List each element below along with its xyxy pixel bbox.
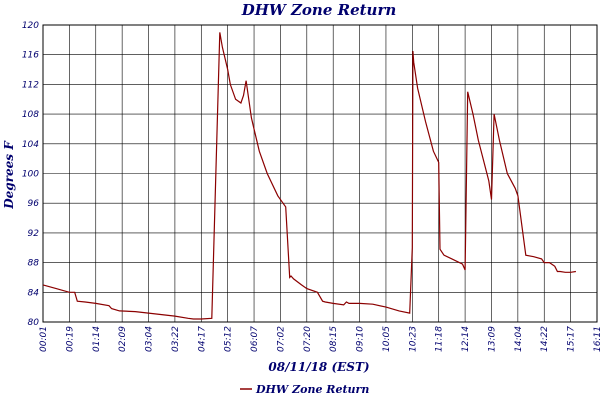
x-tick-label: 10:05 — [382, 326, 392, 352]
y-axis-ticks: 80 84 88 92 96 100 104 108 112 116 120 — [22, 21, 39, 328]
x-tick-label: 11:18 — [435, 326, 445, 352]
x-tick-label: 08:15 — [329, 326, 339, 352]
x-tick-label: 09:10 — [356, 326, 366, 352]
x-tick-label: 14:22 — [540, 326, 550, 352]
x-tick-label: 07:20 — [303, 326, 313, 352]
x-axis-label: 08/11/18 (EST) — [268, 360, 369, 374]
x-tick-label: 12:14 — [461, 326, 471, 352]
y-tick-label: 84 — [28, 288, 40, 298]
x-tick-label: 03:22 — [171, 326, 181, 352]
x-tick-label: 00:19 — [65, 326, 75, 352]
y-tick-label: 112 — [22, 80, 39, 90]
x-tick-label: 03:04 — [145, 326, 155, 352]
chart-title: DHW Zone Return — [241, 1, 397, 19]
x-tick-label: 06:07 — [250, 326, 260, 352]
y-axis-label: Degrees F — [2, 140, 16, 210]
x-tick-label: 14:04 — [514, 326, 524, 352]
y-tick-label: 116 — [22, 51, 39, 61]
x-tick-label: 01:14 — [92, 326, 102, 352]
x-tick-label: 16:11 — [593, 326, 600, 352]
legend-label: DHW Zone Return — [255, 383, 369, 396]
x-tick-label: 15:17 — [567, 326, 577, 352]
y-tick-label: 96 — [28, 199, 40, 209]
series-line-dhw-zone-return — [42, 32, 576, 320]
plot-frame — [42, 24, 598, 323]
x-tick-label: 07:02 — [276, 326, 286, 352]
x-tick-label: 05:12 — [224, 326, 234, 352]
y-tick-label: 80 — [28, 318, 40, 328]
x-tick-label: 00:01 — [39, 326, 49, 352]
y-tick-label: 92 — [28, 229, 40, 239]
x-tick-label: 02:09 — [118, 326, 128, 352]
y-tick-label: 108 — [22, 110, 39, 120]
y-tick-label: 104 — [22, 140, 39, 150]
x-tick-label: 04:17 — [197, 326, 207, 352]
grid — [42, 24, 598, 323]
x-tick-label: 10:23 — [408, 326, 418, 352]
y-tick-label: 88 — [28, 259, 40, 269]
legend: DHW Zone Return — [240, 383, 369, 396]
x-tick-label: 13:09 — [487, 326, 497, 352]
y-tick-label: 100 — [22, 170, 39, 180]
y-tick-label: 120 — [22, 21, 39, 31]
x-axis-ticks: 00:01 00:19 01:14 02:09 03:04 03:22 04:17 05:12… — [39, 326, 600, 352]
